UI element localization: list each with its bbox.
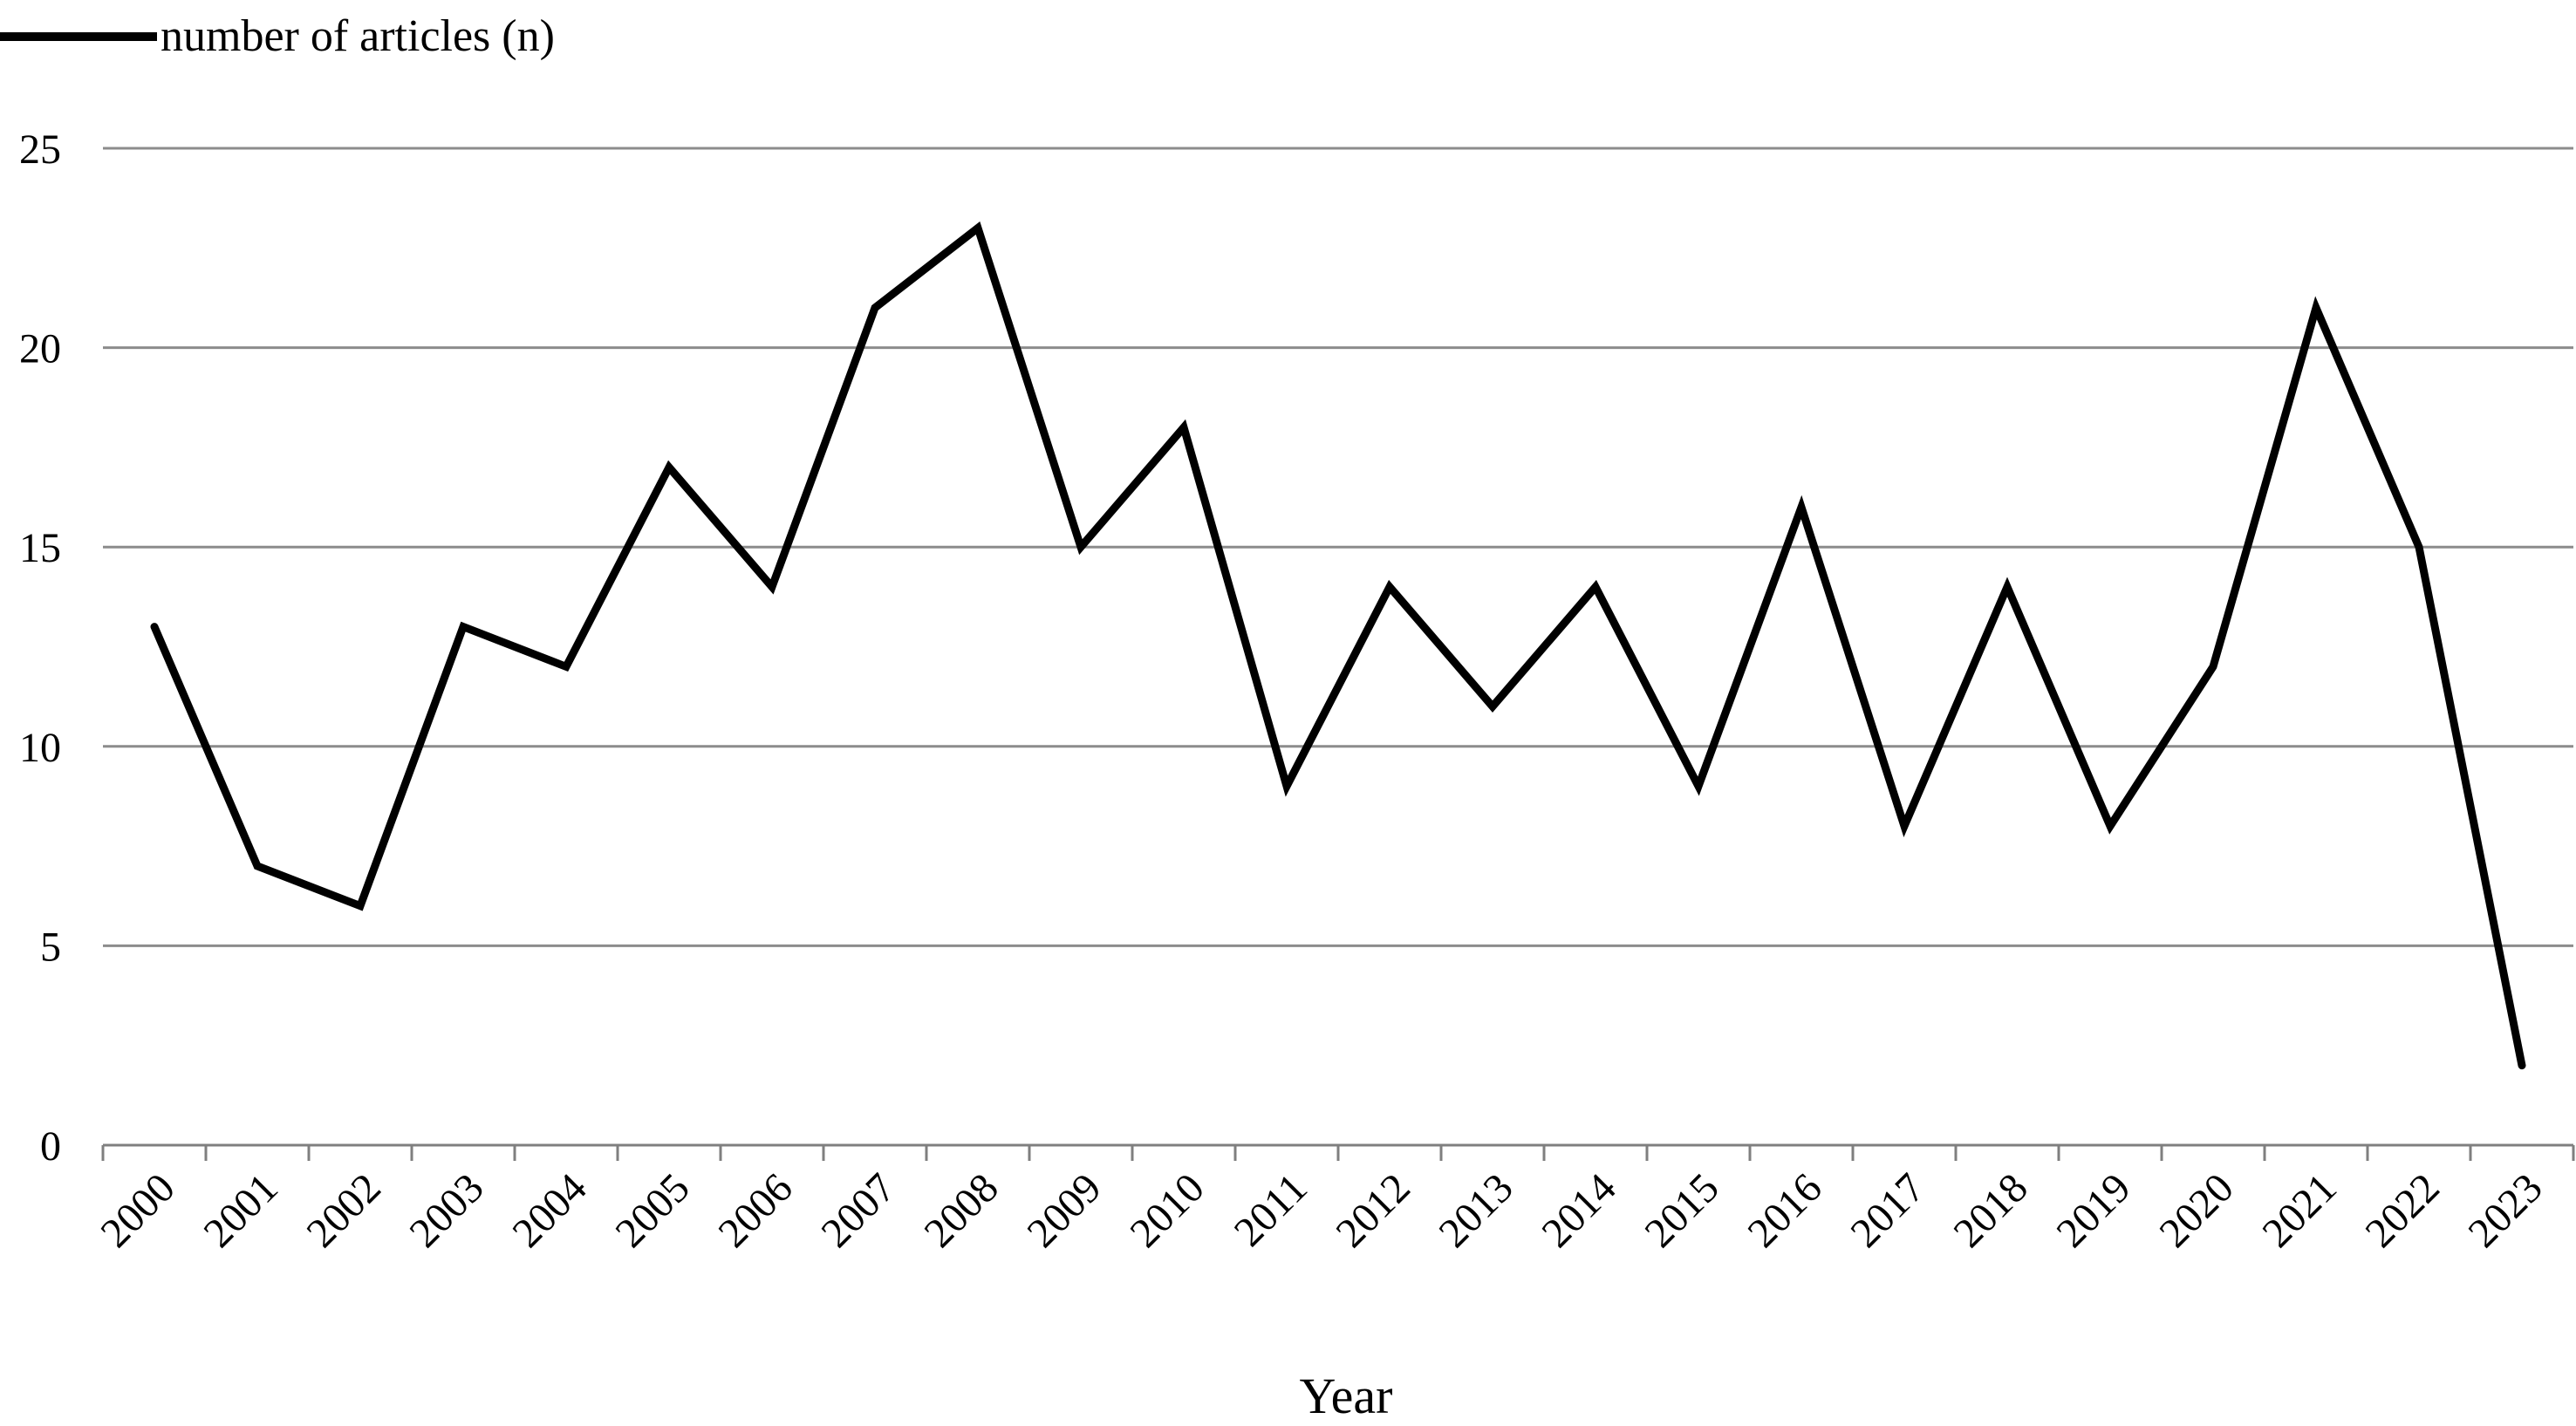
x-tick-label-2001: 2001: [195, 1164, 286, 1256]
x-tick-label-2007: 2007: [812, 1164, 904, 1256]
x-tick-label-2019: 2019: [2047, 1164, 2139, 1256]
x-tick-label-2017: 2017: [1841, 1164, 1933, 1256]
y-tick-label-10: 10: [19, 725, 61, 771]
x-tick-label-2009: 2009: [1018, 1164, 1110, 1256]
y-tick-label-20: 20: [19, 326, 61, 372]
x-tick-label-2018: 2018: [1944, 1164, 2036, 1256]
x-tick-label-2020: 2020: [2150, 1164, 2242, 1256]
legend-label: number of articles (n): [161, 11, 555, 61]
x-axis-title: Year: [1300, 1368, 1393, 1424]
x-tick-label-2006: 2006: [709, 1164, 801, 1256]
x-tick-label-2015: 2015: [1636, 1164, 1727, 1256]
y-tick-label-15: 15: [19, 525, 61, 571]
x-tick-label-2022: 2022: [2356, 1164, 2448, 1256]
x-tick-label-2010: 2010: [1121, 1164, 1213, 1256]
x-tick-label-2012: 2012: [1327, 1164, 1418, 1256]
series-line-0: [150, 221, 2526, 1070]
x-tick-label-2000: 2000: [92, 1164, 183, 1256]
y-tick-label-25: 25: [19, 126, 61, 173]
x-tick-label-2014: 2014: [1533, 1164, 1624, 1256]
x-tick-label-2011: 2011: [1226, 1164, 1316, 1255]
x-tick-label-2005: 2005: [606, 1164, 698, 1256]
x-tick-label-2008: 2008: [915, 1164, 1007, 1256]
legend: number of articles (n): [0, 11, 555, 61]
x-tick-label-2023: 2023: [2459, 1164, 2551, 1256]
x-tick-label-2021: 2021: [2253, 1164, 2345, 1256]
x-tick-label-2002: 2002: [297, 1164, 389, 1256]
x-tick-label-2016: 2016: [1739, 1164, 1830, 1256]
y-tick-label-5: 5: [40, 924, 61, 970]
x-tick-label-2004: 2004: [503, 1164, 595, 1256]
y-axis: 0 5 10 15 20 25: [19, 126, 61, 1170]
x-axis: 2000 2001 2002 2003 2004 2005 2006 2007 2008 2009…: [92, 1143, 2575, 1257]
x-tick-label-2013: 2013: [1430, 1164, 1521, 1256]
y-tick-label-0: 0: [40, 1123, 61, 1170]
x-tick-label-2003: 2003: [400, 1164, 492, 1256]
series-layer: [150, 221, 2526, 1070]
gridlines: [103, 147, 2573, 947]
